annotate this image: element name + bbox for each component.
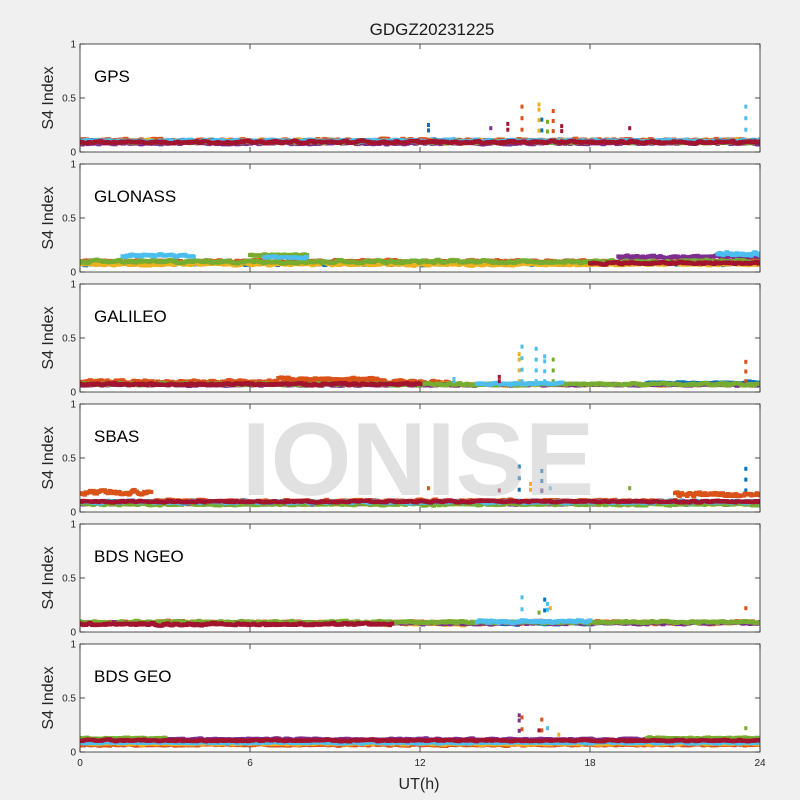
data-point bbox=[546, 129, 549, 134]
series-marks bbox=[80, 250, 760, 268]
data-point bbox=[560, 129, 564, 134]
data-point bbox=[520, 104, 524, 109]
data-point bbox=[537, 102, 541, 107]
data-point bbox=[744, 104, 748, 109]
data-point bbox=[546, 119, 549, 124]
axes-background bbox=[80, 44, 760, 152]
axes-background bbox=[80, 164, 760, 272]
series-7 bbox=[80, 121, 760, 146]
panel-gps: 0 0.5 1 S4 Index GPS bbox=[40, 40, 761, 159]
data-point bbox=[537, 128, 541, 133]
data-point bbox=[551, 109, 555, 113]
data-point bbox=[520, 116, 524, 121]
data-point bbox=[744, 127, 748, 132]
data-point bbox=[628, 126, 632, 131]
panel-label: GPS bbox=[94, 67, 130, 86]
data-point bbox=[506, 127, 510, 132]
y-tick-label: 1 bbox=[70, 40, 76, 51]
data-point bbox=[744, 116, 748, 121]
data-point bbox=[520, 127, 524, 132]
data-point bbox=[551, 119, 555, 123]
data-point bbox=[551, 129, 555, 134]
figure-title: GDGZ20231225 bbox=[370, 20, 495, 39]
data-point bbox=[506, 139, 510, 144]
data-point bbox=[628, 139, 632, 144]
data-point bbox=[560, 124, 564, 129]
data-point bbox=[537, 107, 541, 112]
y-tick-label: 0 bbox=[70, 148, 76, 159]
data-point bbox=[758, 139, 760, 144]
data-point bbox=[540, 117, 544, 122]
data-point bbox=[506, 121, 510, 126]
data-point bbox=[489, 126, 493, 131]
data-point bbox=[452, 137, 456, 141]
data-point bbox=[427, 123, 430, 127]
y-axis-label: S4 Index bbox=[40, 66, 57, 129]
data-point bbox=[537, 118, 541, 123]
data-point bbox=[540, 128, 544, 133]
data-point bbox=[427, 128, 430, 133]
series-marks bbox=[80, 102, 760, 147]
data-point bbox=[560, 139, 564, 144]
y-tick-label: 0.5 bbox=[62, 94, 76, 105]
